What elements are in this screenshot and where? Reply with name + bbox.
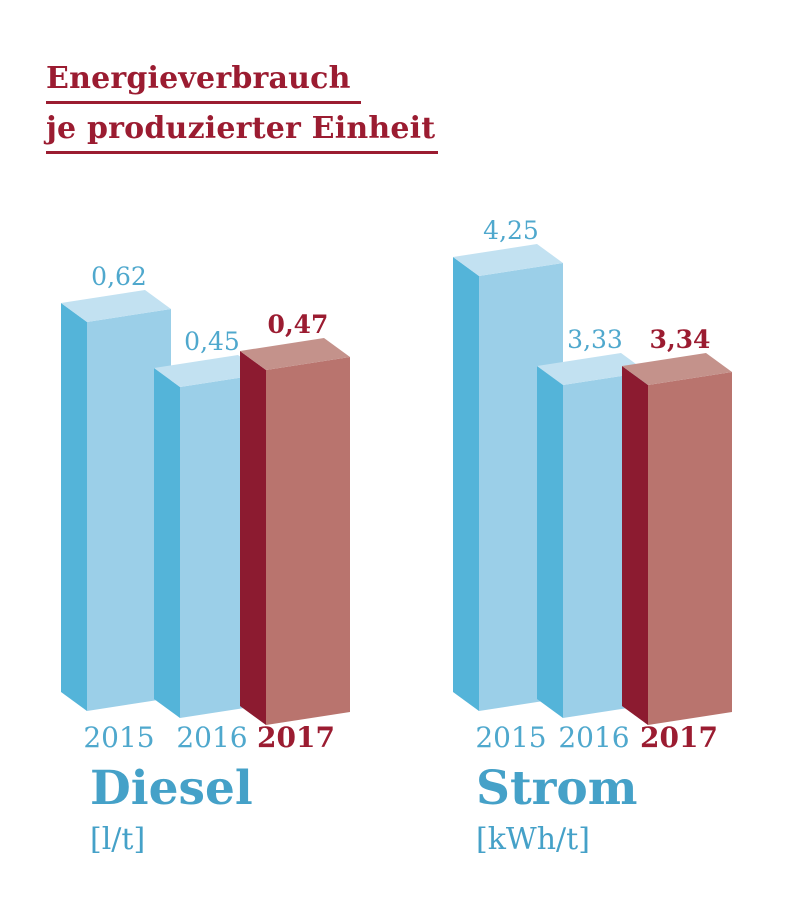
bar-strom-2017-front-face <box>648 372 732 725</box>
group-title-strom: Strom <box>476 761 638 816</box>
bar-diesel-2017-top-face <box>240 338 350 370</box>
bar-strom-2016-side-face <box>537 366 563 718</box>
chart-title: Energieverbrauch je produzierter Einheit <box>46 62 439 162</box>
year-label-diesel-2017: 2017 <box>257 721 335 754</box>
year-label-diesel-2015: 2015 <box>83 721 155 754</box>
bar-strom-2017-side-face <box>622 366 648 725</box>
year-label-diesel-2016: 2016 <box>176 721 248 754</box>
chart-title-line2: je produzierter Einheit <box>46 112 439 154</box>
value-label-strom-2015: 4,25 <box>483 216 539 245</box>
group-title-diesel: Diesel <box>90 761 253 816</box>
value-label-strom-2016: 3,33 <box>567 325 623 354</box>
bar-strom-2015-side-face <box>453 257 479 711</box>
year-label-strom-2016: 2016 <box>558 721 630 754</box>
bar-strom-2017-top-face <box>622 353 732 385</box>
bar-diesel-2016-side-face <box>154 368 180 718</box>
value-label-diesel-2017: 0,47 <box>267 310 329 339</box>
bar-diesel-2017-side-face <box>240 351 266 725</box>
group-unit-diesel: [l/t] <box>90 822 146 857</box>
bar-strom-2016-top-face <box>537 353 647 385</box>
bar-diesel-2016-top-face <box>154 355 264 387</box>
group-unit-strom: [kWh/t] <box>476 822 590 857</box>
chart-title-line1: Energieverbrauch <box>46 62 361 104</box>
bar-diesel-2017-front-face <box>266 357 350 725</box>
value-label-diesel-2015: 0,62 <box>91 262 147 291</box>
value-label-diesel-2016: 0,45 <box>184 327 240 356</box>
bar-diesel-2015-front-face <box>87 309 171 711</box>
bar-diesel-2015-top-face <box>61 290 171 322</box>
year-label-strom-2015: 2015 <box>475 721 547 754</box>
bar-diesel-2015-side-face <box>61 303 87 711</box>
bar-strom-2015-top-face <box>453 244 563 276</box>
year-label-strom-2017: 2017 <box>640 721 718 754</box>
value-label-strom-2017: 3,34 <box>649 325 711 354</box>
